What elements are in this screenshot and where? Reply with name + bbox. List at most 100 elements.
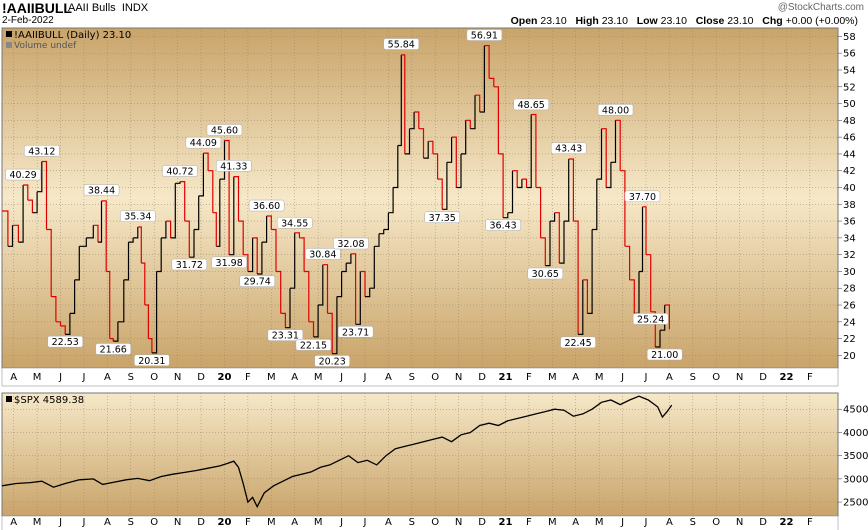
bulls-x-tick-label: O <box>150 372 158 383</box>
spx-x-tick-label: N <box>174 517 181 528</box>
bulls-segment <box>224 139 230 255</box>
bulls-x-tick-label: J <box>620 372 624 383</box>
annotation-label: 55.84 <box>388 40 415 51</box>
bulls-segment <box>428 140 434 154</box>
bulls-y-tick-label: 20 <box>843 351 856 362</box>
symbol-title: !AAIIBULL <box>2 0 72 16</box>
bulls-segment <box>285 288 291 329</box>
annotation-box <box>5 168 41 181</box>
bulls-segment <box>639 206 644 273</box>
bulls-segment <box>41 160 48 230</box>
bulls-segment <box>165 220 172 238</box>
spx-x-tick-label: A <box>666 517 673 528</box>
annotation-box <box>314 355 350 367</box>
spx-x-tick-label: M <box>314 517 323 528</box>
annotation-box <box>550 142 587 154</box>
bulls-x-tick-label: A <box>291 372 298 383</box>
bulls-segment <box>507 170 514 214</box>
bulls-segment <box>642 206 647 255</box>
annotation-label: 30.65 <box>532 269 559 280</box>
annotation-label: 45.60 <box>211 125 238 136</box>
bulls-segment <box>564 159 570 222</box>
bulls-segment <box>379 229 385 235</box>
bulls-segment <box>341 263 347 273</box>
bulls-segment <box>133 227 139 239</box>
bulls-x-tick-label: D <box>759 372 767 383</box>
spx-x-tick-label: M <box>33 517 42 528</box>
bulls-segment <box>465 119 471 129</box>
spx-x-tick-label: D <box>759 517 767 528</box>
annotation-box <box>632 313 669 325</box>
bulls-segment <box>526 114 532 189</box>
bulls-segment <box>141 262 146 305</box>
annotation-label: 48.65 <box>518 100 545 111</box>
bulls-segment <box>212 212 217 247</box>
annotation-label: 36.60 <box>253 201 280 212</box>
annotation-label: 48.00 <box>602 105 629 116</box>
bulls-x-tick-label: M <box>33 372 42 383</box>
spx-x-tick-label: S <box>690 517 696 528</box>
bulls-segment <box>276 270 282 314</box>
annotation-box <box>83 184 120 196</box>
spx-x-tick-label: N <box>455 517 462 528</box>
bulls-segment <box>290 232 296 289</box>
bulls-segment <box>374 233 380 247</box>
bulls-segment <box>60 325 66 335</box>
bulls-y-tick-label: 52 <box>843 82 856 93</box>
annotation-label: 56.91 <box>471 31 498 42</box>
bulls-segment <box>531 113 537 188</box>
bulls-segment <box>189 229 195 258</box>
bulls-segment <box>161 221 167 239</box>
bulls-segment <box>484 45 490 79</box>
bulls-segment <box>137 226 142 264</box>
copyright: @StockCharts.com <box>777 2 864 13</box>
spx-line <box>1 395 673 509</box>
annotation-box <box>305 248 341 260</box>
annotation-label: 35.34 <box>124 212 151 223</box>
bulls-segment <box>257 242 263 275</box>
bulls-segment <box>313 305 319 338</box>
bulls-x-tick-label: F <box>807 372 813 383</box>
bulls-x-tick-label: O <box>431 372 439 383</box>
bulls-segment <box>65 313 71 335</box>
bulls-segment <box>219 140 226 180</box>
bulls-y-tick-label: 22 <box>843 334 856 345</box>
spx-y-tick-label: 3000 <box>843 474 868 485</box>
annotation-box <box>120 210 156 222</box>
bulls-segment <box>629 279 635 314</box>
bulls-segment <box>624 245 631 280</box>
bulls-segment <box>512 170 518 188</box>
bulls-segment <box>568 158 574 222</box>
bulls-segment <box>261 216 268 243</box>
annotation-label: 41.33 <box>220 161 247 172</box>
annotation-box <box>383 38 420 50</box>
bulls-segment <box>587 229 593 314</box>
spx-x-tick-label: M <box>595 517 604 528</box>
annotation-box <box>337 326 374 338</box>
bulls-segment <box>578 279 584 335</box>
bulls-segment <box>18 185 24 243</box>
spx-plot-area <box>1 392 839 517</box>
annotation-box <box>527 267 564 280</box>
bulls-segment <box>7 225 14 247</box>
spx-y-tick-label: 3500 <box>843 451 868 462</box>
annotation-label: 32.08 <box>337 239 364 250</box>
bulls-x-tick-label: F <box>526 372 532 383</box>
bulls-x-tick-label: A <box>104 372 111 383</box>
bulls-segment <box>404 128 411 155</box>
bulls-segment <box>238 220 244 255</box>
bulls-segment <box>123 242 130 281</box>
bulls-segment <box>540 237 546 266</box>
annotation-label: 20.23 <box>319 356 346 367</box>
bulls-segment <box>37 161 43 193</box>
bulls-x-tick-label: N <box>174 372 181 383</box>
spx-x-tick-label: F <box>807 517 813 528</box>
annotation-box <box>560 336 596 349</box>
bulls-y-tick-label: 46 <box>843 133 856 144</box>
bulls-segment <box>423 141 429 159</box>
annotation-label: 22.45 <box>564 338 591 349</box>
bulls-y-tick-label: 48 <box>843 116 856 127</box>
annotation-label: 34.55 <box>281 218 308 229</box>
spx-x-tick-label: J <box>339 517 343 528</box>
